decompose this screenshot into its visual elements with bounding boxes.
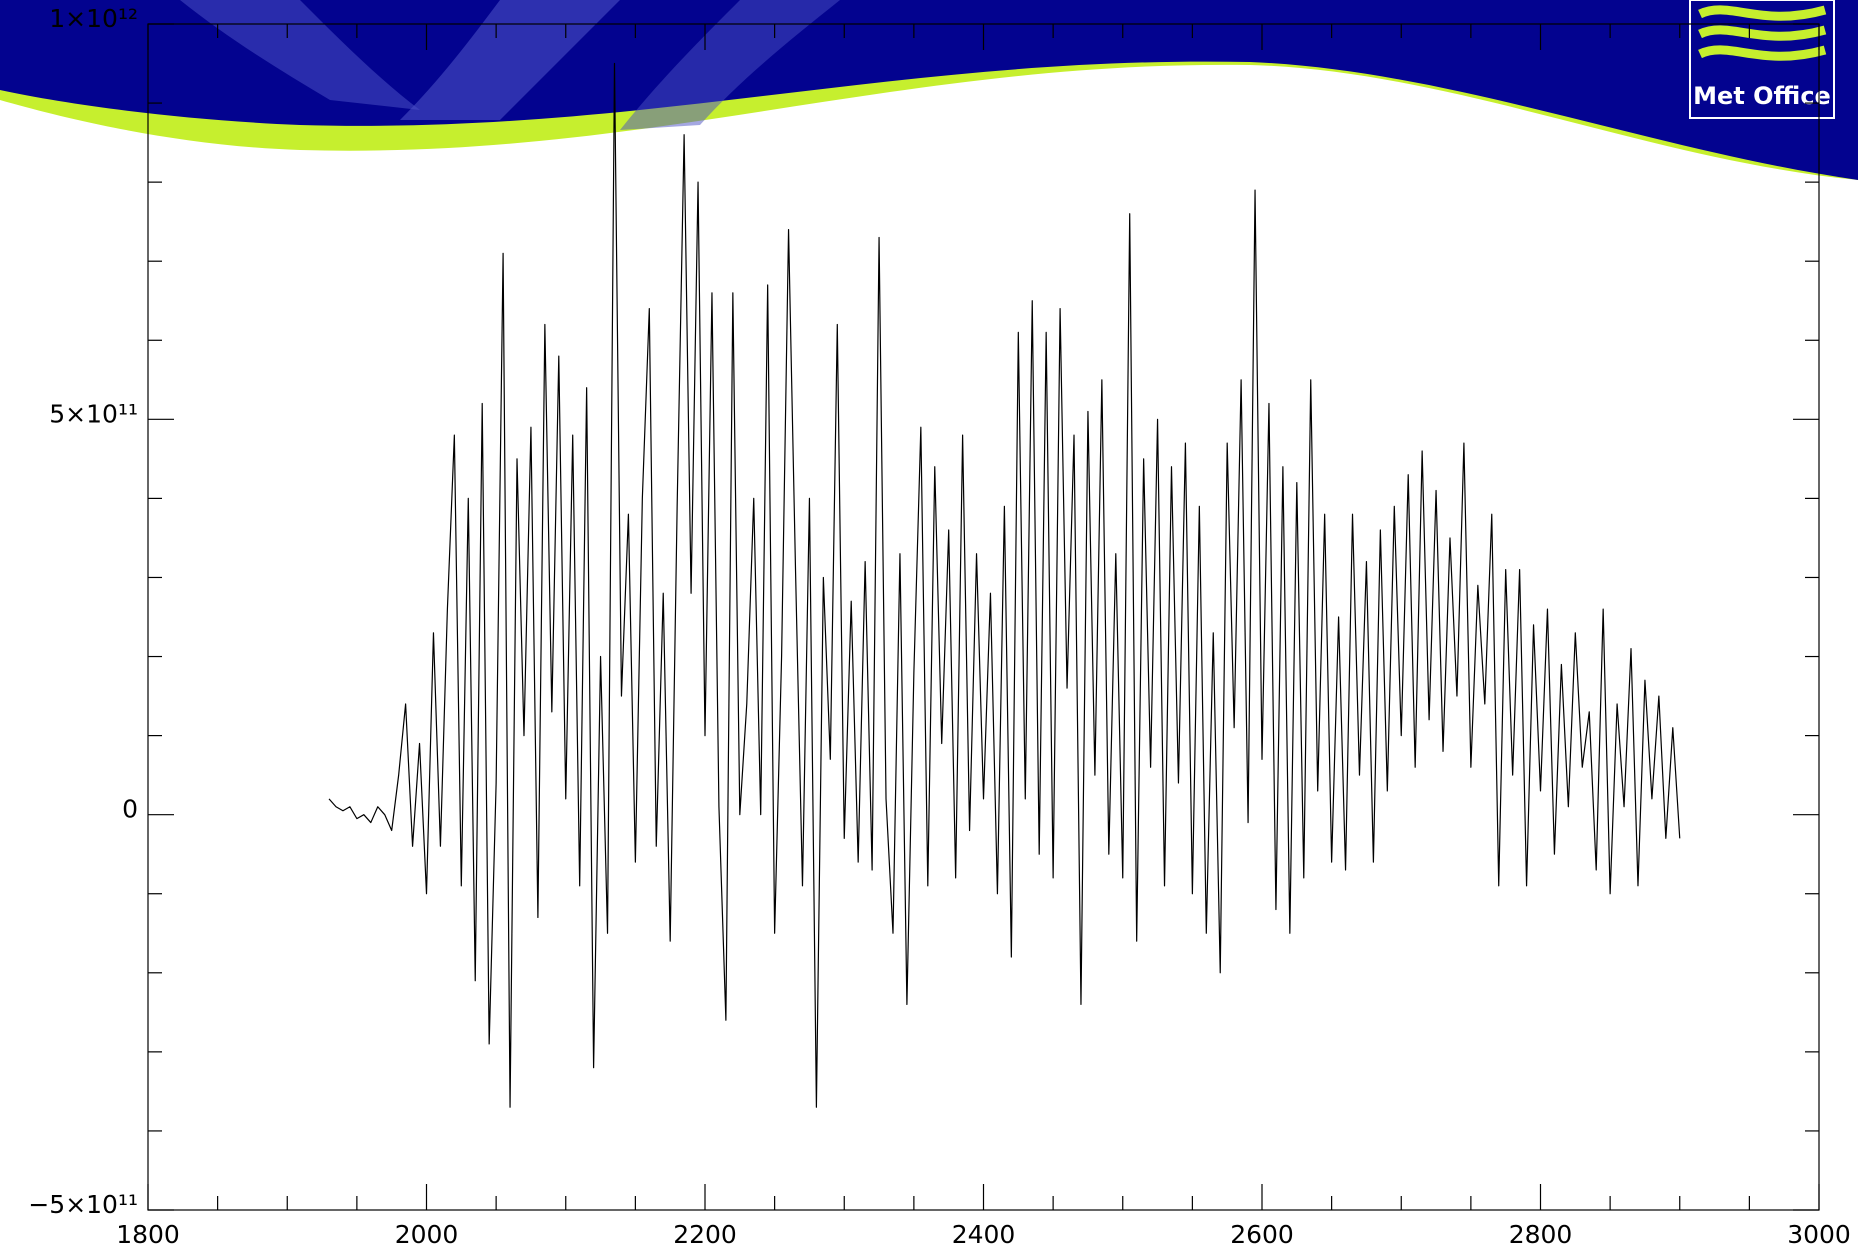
y-tick-label: 0 [122, 795, 138, 824]
y-tick-label: −5×10¹¹ [28, 1190, 138, 1219]
y-tick-label: 5×10¹¹ [49, 399, 138, 428]
x-tick-label: 2800 [1509, 1220, 1573, 1249]
y-tick-label: 1×10¹² [49, 4, 138, 33]
plot-frame [147, 23, 1820, 1211]
x-tick-label: 2000 [395, 1220, 459, 1249]
data-line [328, 62, 1681, 1108]
x-tick-label: 3000 [1787, 1220, 1851, 1249]
x-tick-label: 2400 [952, 1220, 1016, 1249]
x-tick-label: 1800 [116, 1220, 180, 1249]
banner: Met Office [0, 0, 1858, 180]
x-tick-label: 2600 [1230, 1220, 1294, 1249]
x-tick-label: 2200 [673, 1220, 737, 1249]
logo-text: Met Office [1693, 82, 1831, 110]
